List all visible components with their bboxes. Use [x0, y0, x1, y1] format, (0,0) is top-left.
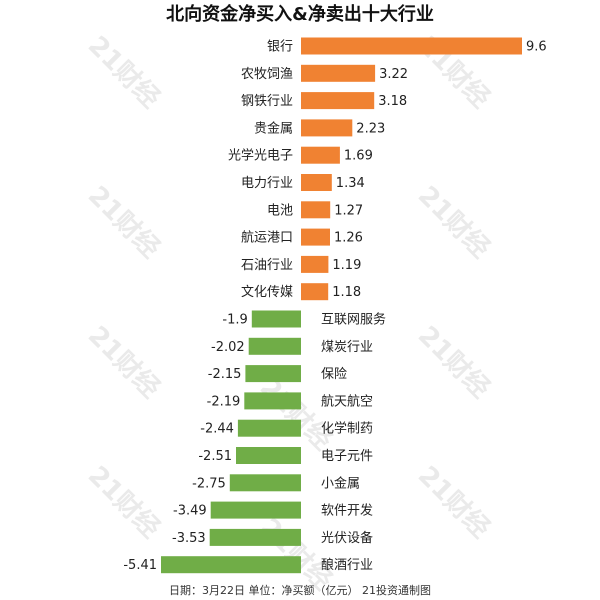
- value-label-1: 9.6: [526, 40, 547, 55]
- category-label-16: 电子元件: [321, 449, 373, 464]
- bar-11: [251, 310, 301, 328]
- category-label-18: 软件开发: [321, 503, 373, 519]
- value-label-3: 3.18: [378, 94, 407, 109]
- value-label-11: -1.9: [222, 313, 247, 328]
- value-label-2: 3.22: [379, 67, 408, 82]
- bar-19: [209, 528, 301, 546]
- value-label-6: 1.34: [336, 176, 365, 191]
- value-label-5: 1.69: [344, 149, 373, 164]
- bar-5: [301, 146, 340, 164]
- value-label-19: -3.53: [172, 531, 206, 546]
- watermark-8: 21财经: [412, 460, 496, 544]
- category-label-13: 保险: [321, 367, 347, 382]
- value-label-16: -2.51: [198, 449, 232, 464]
- value-label-12: -2.02: [211, 340, 245, 355]
- label-group: 银行 9.6 农牧饲渔 3.22 钢铁行业 3.18 贵金属 2.23 光学光电子 1.69 电力行…: [123, 40, 546, 574]
- value-label-18: -3.49: [173, 504, 207, 519]
- category-label-4: 贵金属: [254, 120, 293, 136]
- watermark-3: 21财经: [82, 180, 166, 264]
- chart-title: 北向资金净买入&净卖出十大行业: [166, 3, 434, 25]
- value-label-7: 1.27: [334, 203, 363, 218]
- category-label-10: 文化传媒: [241, 285, 293, 300]
- bar-6: [301, 174, 332, 191]
- value-label-10: 1.18: [332, 285, 361, 300]
- category-label-12: 煤炭行业: [321, 340, 373, 355]
- bar-12: [248, 337, 301, 355]
- bar-9: [301, 255, 329, 273]
- category-label-15: 化学制药: [321, 421, 373, 437]
- watermark-1: 21财经: [82, 30, 166, 114]
- category-label-6: 电力行业: [241, 176, 293, 191]
- value-label-9: 1.19: [332, 258, 361, 273]
- value-label-13: -2.15: [208, 367, 242, 382]
- bar-1: [301, 37, 522, 55]
- value-label-4: 2.23: [356, 121, 385, 136]
- bar-10: [301, 283, 329, 301]
- bar-20: [161, 556, 301, 574]
- category-label-19: 光伏设备: [321, 530, 373, 546]
- watermark-6: 21财经: [412, 320, 496, 404]
- category-label-3: 钢铁行业: [241, 94, 293, 109]
- bar-14: [244, 392, 301, 410]
- bar-15: [237, 419, 301, 437]
- value-label-8: 1.26: [334, 231, 363, 246]
- category-label-8: 航运港口: [241, 230, 293, 246]
- category-label-14: 航天航空: [321, 393, 373, 409]
- bar-7: [301, 201, 331, 219]
- category-label-20: 酿酒行业: [321, 557, 373, 573]
- value-label-15: -2.44: [200, 422, 234, 437]
- category-label-5: 光学光电子: [228, 148, 293, 164]
- watermark-5: 21财经: [82, 320, 166, 404]
- bar-2: [301, 64, 376, 82]
- watermark-7: 21财经: [82, 460, 166, 544]
- category-label-7: 电池: [267, 203, 293, 218]
- bar-8: [301, 228, 330, 246]
- bar-group: [161, 37, 522, 574]
- value-label-17: -2.75: [192, 476, 226, 491]
- category-label-9: 石油行业: [241, 258, 293, 273]
- watermark-9: 21财经: [254, 372, 338, 456]
- category-label-1: 银行: [267, 40, 293, 55]
- value-label-20: -5.41: [123, 558, 157, 573]
- bar-17: [229, 474, 301, 492]
- bar-13: [245, 365, 301, 383]
- watermark-4: 21财经: [412, 180, 496, 264]
- category-label-17: 小金属: [321, 475, 360, 491]
- bar-4: [301, 119, 353, 137]
- category-label-2: 农牧饲渔: [241, 67, 293, 82]
- bar-18: [210, 501, 301, 519]
- bar-16: [236, 447, 301, 464]
- category-label-11: 互联网服务: [321, 312, 386, 328]
- bar-3: [301, 92, 375, 110]
- value-label-14: -2.19: [207, 394, 241, 409]
- chart-footer: 日期：3月22日 单位：净买额（亿元） 21投资通制图: [169, 583, 431, 597]
